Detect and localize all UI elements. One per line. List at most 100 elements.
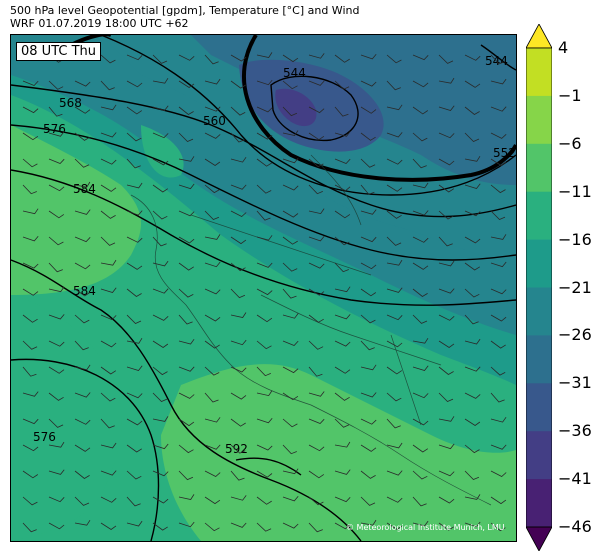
wind-barb [412,210,429,216]
wind-barb [126,54,143,61]
wind-barb [282,444,297,455]
wind-barb [360,418,377,425]
wind-barb [22,106,39,114]
wind-barb [74,181,91,188]
wind-barb [178,262,195,271]
wind-barb [464,80,481,88]
wind-barb [308,366,323,377]
wind-barb [48,262,63,273]
wind-barb [438,260,455,267]
wind-barb [74,519,91,526]
contour-label: 592 [225,442,248,456]
wind-barb [412,182,429,189]
contour-584 [11,169,516,306]
wind-barb [438,288,455,294]
wind-barb [100,314,117,321]
wind-barb [412,444,429,453]
wind-barb [152,443,169,450]
wind-barb [204,234,221,240]
wind-barb [48,392,64,401]
wind-barb [204,522,220,532]
wind-barb [152,105,169,111]
wind-barb [178,314,193,325]
wind-barb [230,392,247,400]
map-panel: 544 544 552 560 568 576 584 584 576 592 [10,34,517,542]
wind-barb [178,54,195,61]
wind-barb [178,521,195,528]
wind-barb [386,287,403,293]
wind-barb [464,288,480,298]
wind-barb [100,104,117,111]
wind-barb [334,236,350,246]
wind-barb [438,77,455,84]
wind-barb [178,288,194,298]
wind-barb [22,391,39,397]
wind-barb [490,392,505,403]
wind-barb [126,106,143,115]
wind-barb [438,105,455,111]
contour-584-south [11,259,362,541]
wind-barb [256,470,273,478]
wind-barb [334,80,350,90]
wind-barb [464,262,481,271]
wind-barb [204,314,221,322]
wind-barb [360,314,376,324]
wind-barb [490,470,507,477]
wind-barb [386,104,403,111]
wind-barb [308,236,325,242]
contour-592 [235,457,302,476]
credit-text: © Meteorological Institute Munich, LMU [346,523,505,532]
contour-label: 552 [493,146,516,160]
wind-barb [100,366,117,375]
wind-barb [386,340,403,348]
wind-barb [282,157,299,164]
wind-barb [282,366,299,374]
wind-barb [204,158,221,166]
wind-barb [360,496,376,506]
wind-barb [412,236,429,243]
contour-568 [11,84,516,218]
wind-barb [386,80,401,91]
wind-barb [256,288,273,296]
wind-barb [464,132,480,142]
wind-barb [308,262,325,269]
wind-barb [204,261,221,268]
wind-barb [22,208,39,215]
wind-barb [22,288,39,296]
border-line-1 [190,214,372,276]
border-line-4 [390,334,422,426]
wind-barb [256,210,271,221]
temperature-band-west-ocean [11,295,122,541]
wind-barb [126,236,143,243]
wind-barb [74,80,91,87]
wind-barb [308,132,325,141]
contour-label: 576 [33,430,56,444]
wind-barb [100,259,117,266]
colorbar [526,24,552,551]
wind-barb [386,496,403,503]
wind-barb [334,54,350,63]
colorbar-tick-label: −6 [558,133,582,153]
wind-barb [74,364,91,371]
wind-barb [412,418,429,426]
wind-barb [438,366,454,375]
wind-barb [334,441,351,448]
wind-barb [308,80,325,86]
colorbar-tick-label: −36 [558,421,592,441]
wind-barb [490,78,507,85]
wind-barb [48,80,64,90]
wind-barb [386,314,403,321]
wind-barb [100,418,115,429]
wind-barb [282,262,298,272]
wind-barb [178,132,194,142]
wind-barb [152,77,169,84]
colorbar-tick-label: −16 [558,229,592,249]
wind-barb [230,470,245,481]
colorbar-tick-label: −11 [558,181,592,201]
wind-barb [256,184,272,194]
wind-barb [438,470,455,477]
wind-barb [204,392,219,403]
wind-barb [360,340,375,351]
contour-labels: 544 544 552 560 568 576 584 584 576 592 [33,54,516,456]
wind-barb [256,340,272,350]
